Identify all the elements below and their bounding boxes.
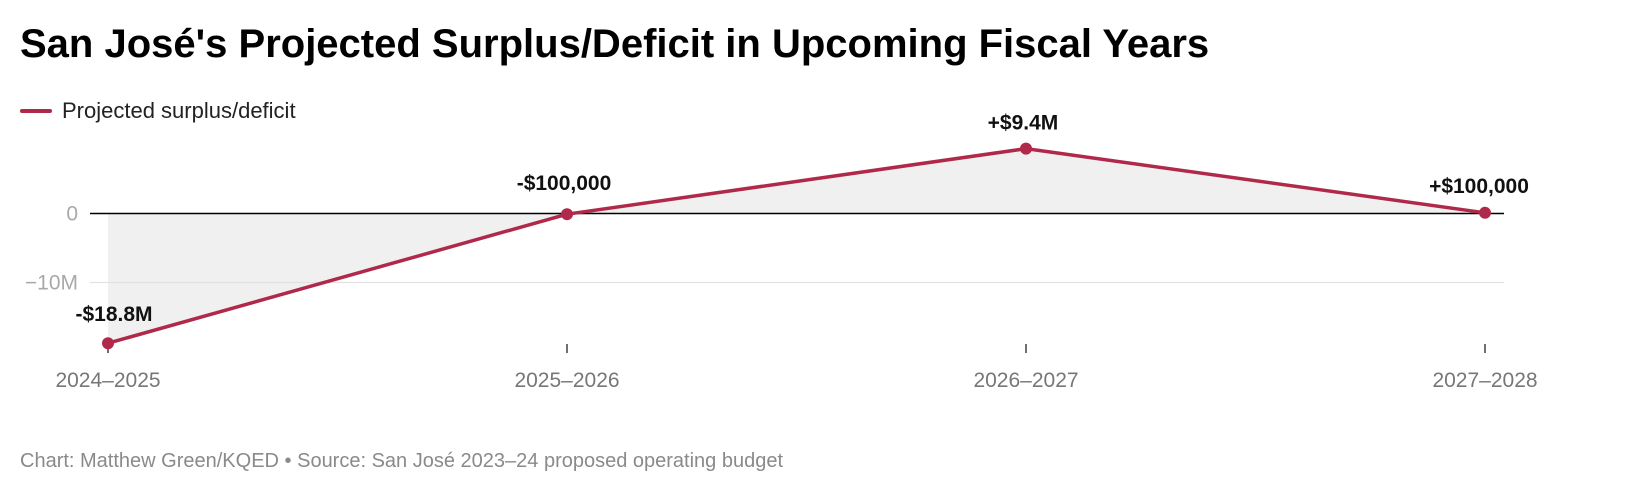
legend-label: Projected surplus/deficit — [62, 98, 296, 123]
x-tick-label: 2027–2028 — [1432, 369, 1537, 392]
series-line — [106, 146, 1487, 345]
data-label: +$100,000 — [1429, 175, 1529, 198]
data-label: -$100,000 — [517, 172, 612, 195]
y-axis: 0 −10M — [25, 203, 78, 295]
chart-title: San José's Projected Surplus/Deficit in … — [20, 22, 1210, 66]
data-label: +$9.4M — [988, 112, 1059, 135]
x-axis: 2024–2025 2025–2026 2026–2027 2027–2028 — [55, 344, 1538, 392]
data-label-layer: -$18.8M -$100,000 +$9.4M +$100,000 — [75, 112, 1528, 327]
data-point — [1020, 142, 1032, 155]
series-layer — [102, 142, 1491, 350]
data-label: -$18.8M — [75, 303, 152, 326]
y-tick-label: 0 — [66, 203, 78, 226]
area-fill — [108, 148, 1485, 344]
data-point — [102, 337, 114, 350]
legend-swatch — [20, 109, 52, 113]
data-point — [561, 208, 573, 221]
chart-footer: Chart: Matthew Green/KQED • Source: San … — [20, 450, 784, 472]
data-point — [1479, 206, 1491, 219]
x-tick-label: 2024–2025 — [55, 369, 160, 392]
x-tick-label: 2025–2026 — [514, 369, 619, 392]
legend: Projected surplus/deficit — [20, 96, 296, 126]
x-tick-label: 2026–2027 — [973, 369, 1078, 392]
area-layer — [108, 148, 1485, 344]
y-tick-label: −10M — [25, 272, 78, 295]
